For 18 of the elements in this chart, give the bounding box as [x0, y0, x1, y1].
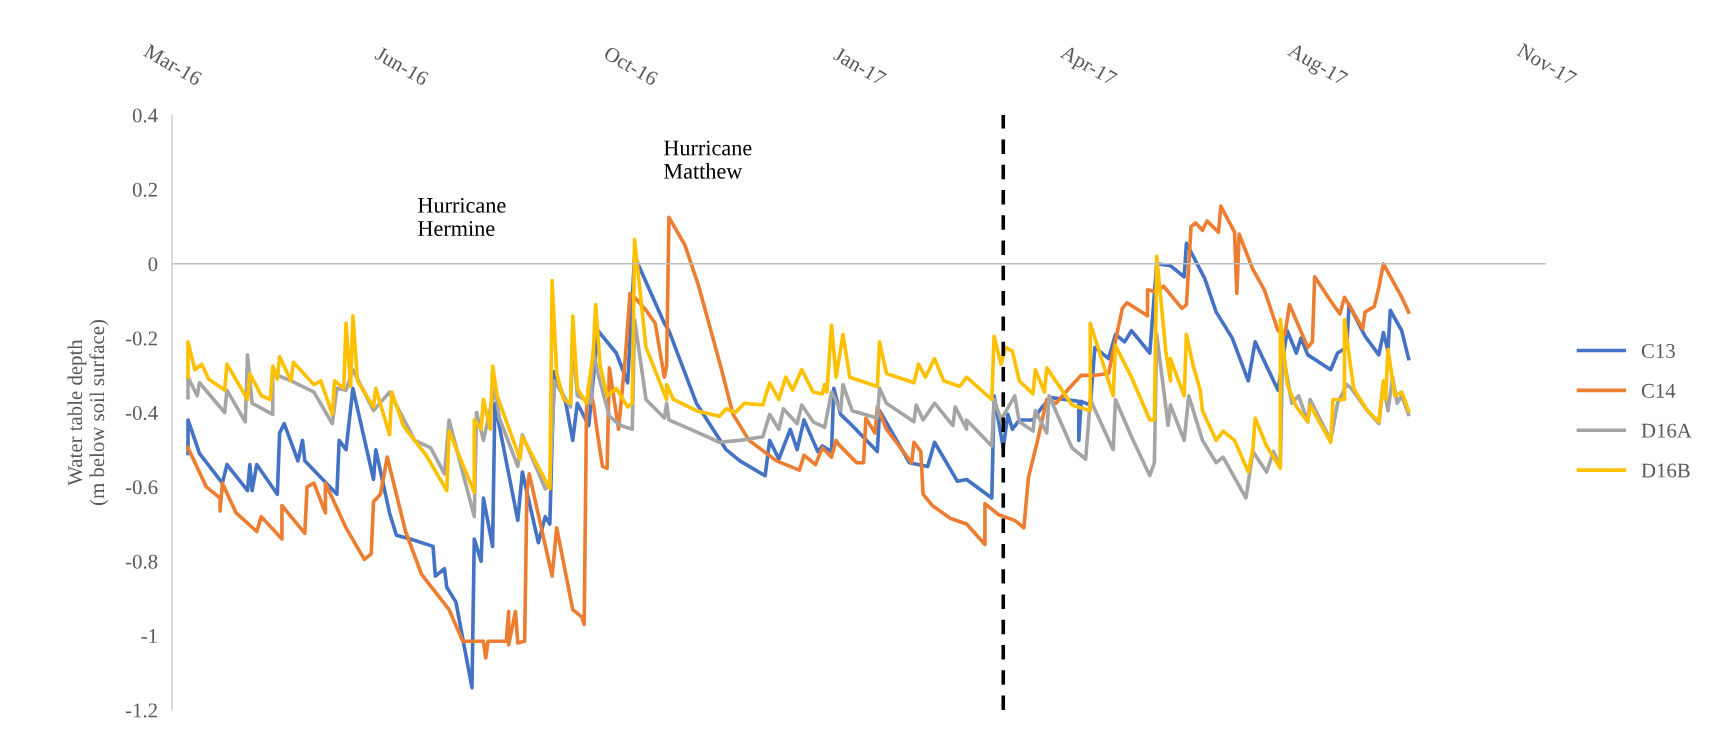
legend-label: C14 [1641, 383, 1676, 398]
y-tick-label: 0 [148, 257, 158, 272]
annotation: Hurricane Hermine [418, 197, 506, 237]
legend-label: C13 [1641, 344, 1675, 359]
y-tick-label: -0.4 [125, 405, 158, 421]
y-tick-label: -1 [141, 629, 157, 643]
y-axis-title: Water table depth (m below soil surface) [67, 320, 109, 506]
y-tick-label: 0.2 [132, 182, 157, 197]
y-tick-label: -1.2 [125, 703, 157, 718]
line-series [186, 237, 1411, 495]
y-tick-label: -0.6 [125, 480, 158, 495]
y-tick-label: 0.4 [132, 108, 158, 123]
legend-label: D16A [1641, 423, 1692, 438]
legend-label: D16B [1641, 463, 1690, 478]
y-tick-label: -0.2 [125, 331, 157, 346]
y-tick-label: -0.8 [125, 554, 158, 569]
x-tick-label: Jan-17 [832, 46, 887, 87]
annotation: Hurricane Matthew [663, 140, 752, 179]
